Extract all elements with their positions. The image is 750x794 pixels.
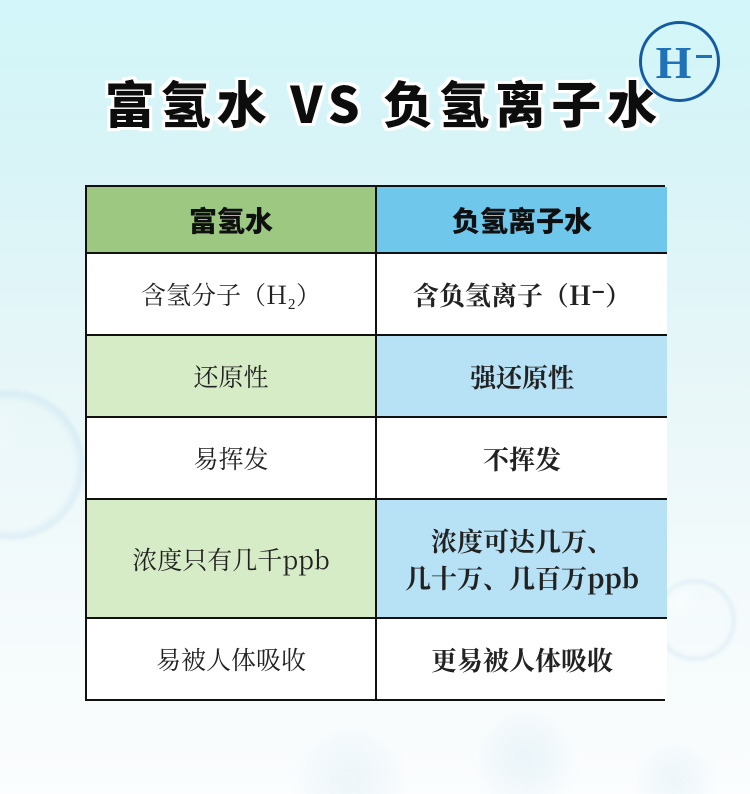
- svg-text:富氢水 VS 负氢离子水: 富氢水 VS 负氢离子水: [105, 66, 663, 138]
